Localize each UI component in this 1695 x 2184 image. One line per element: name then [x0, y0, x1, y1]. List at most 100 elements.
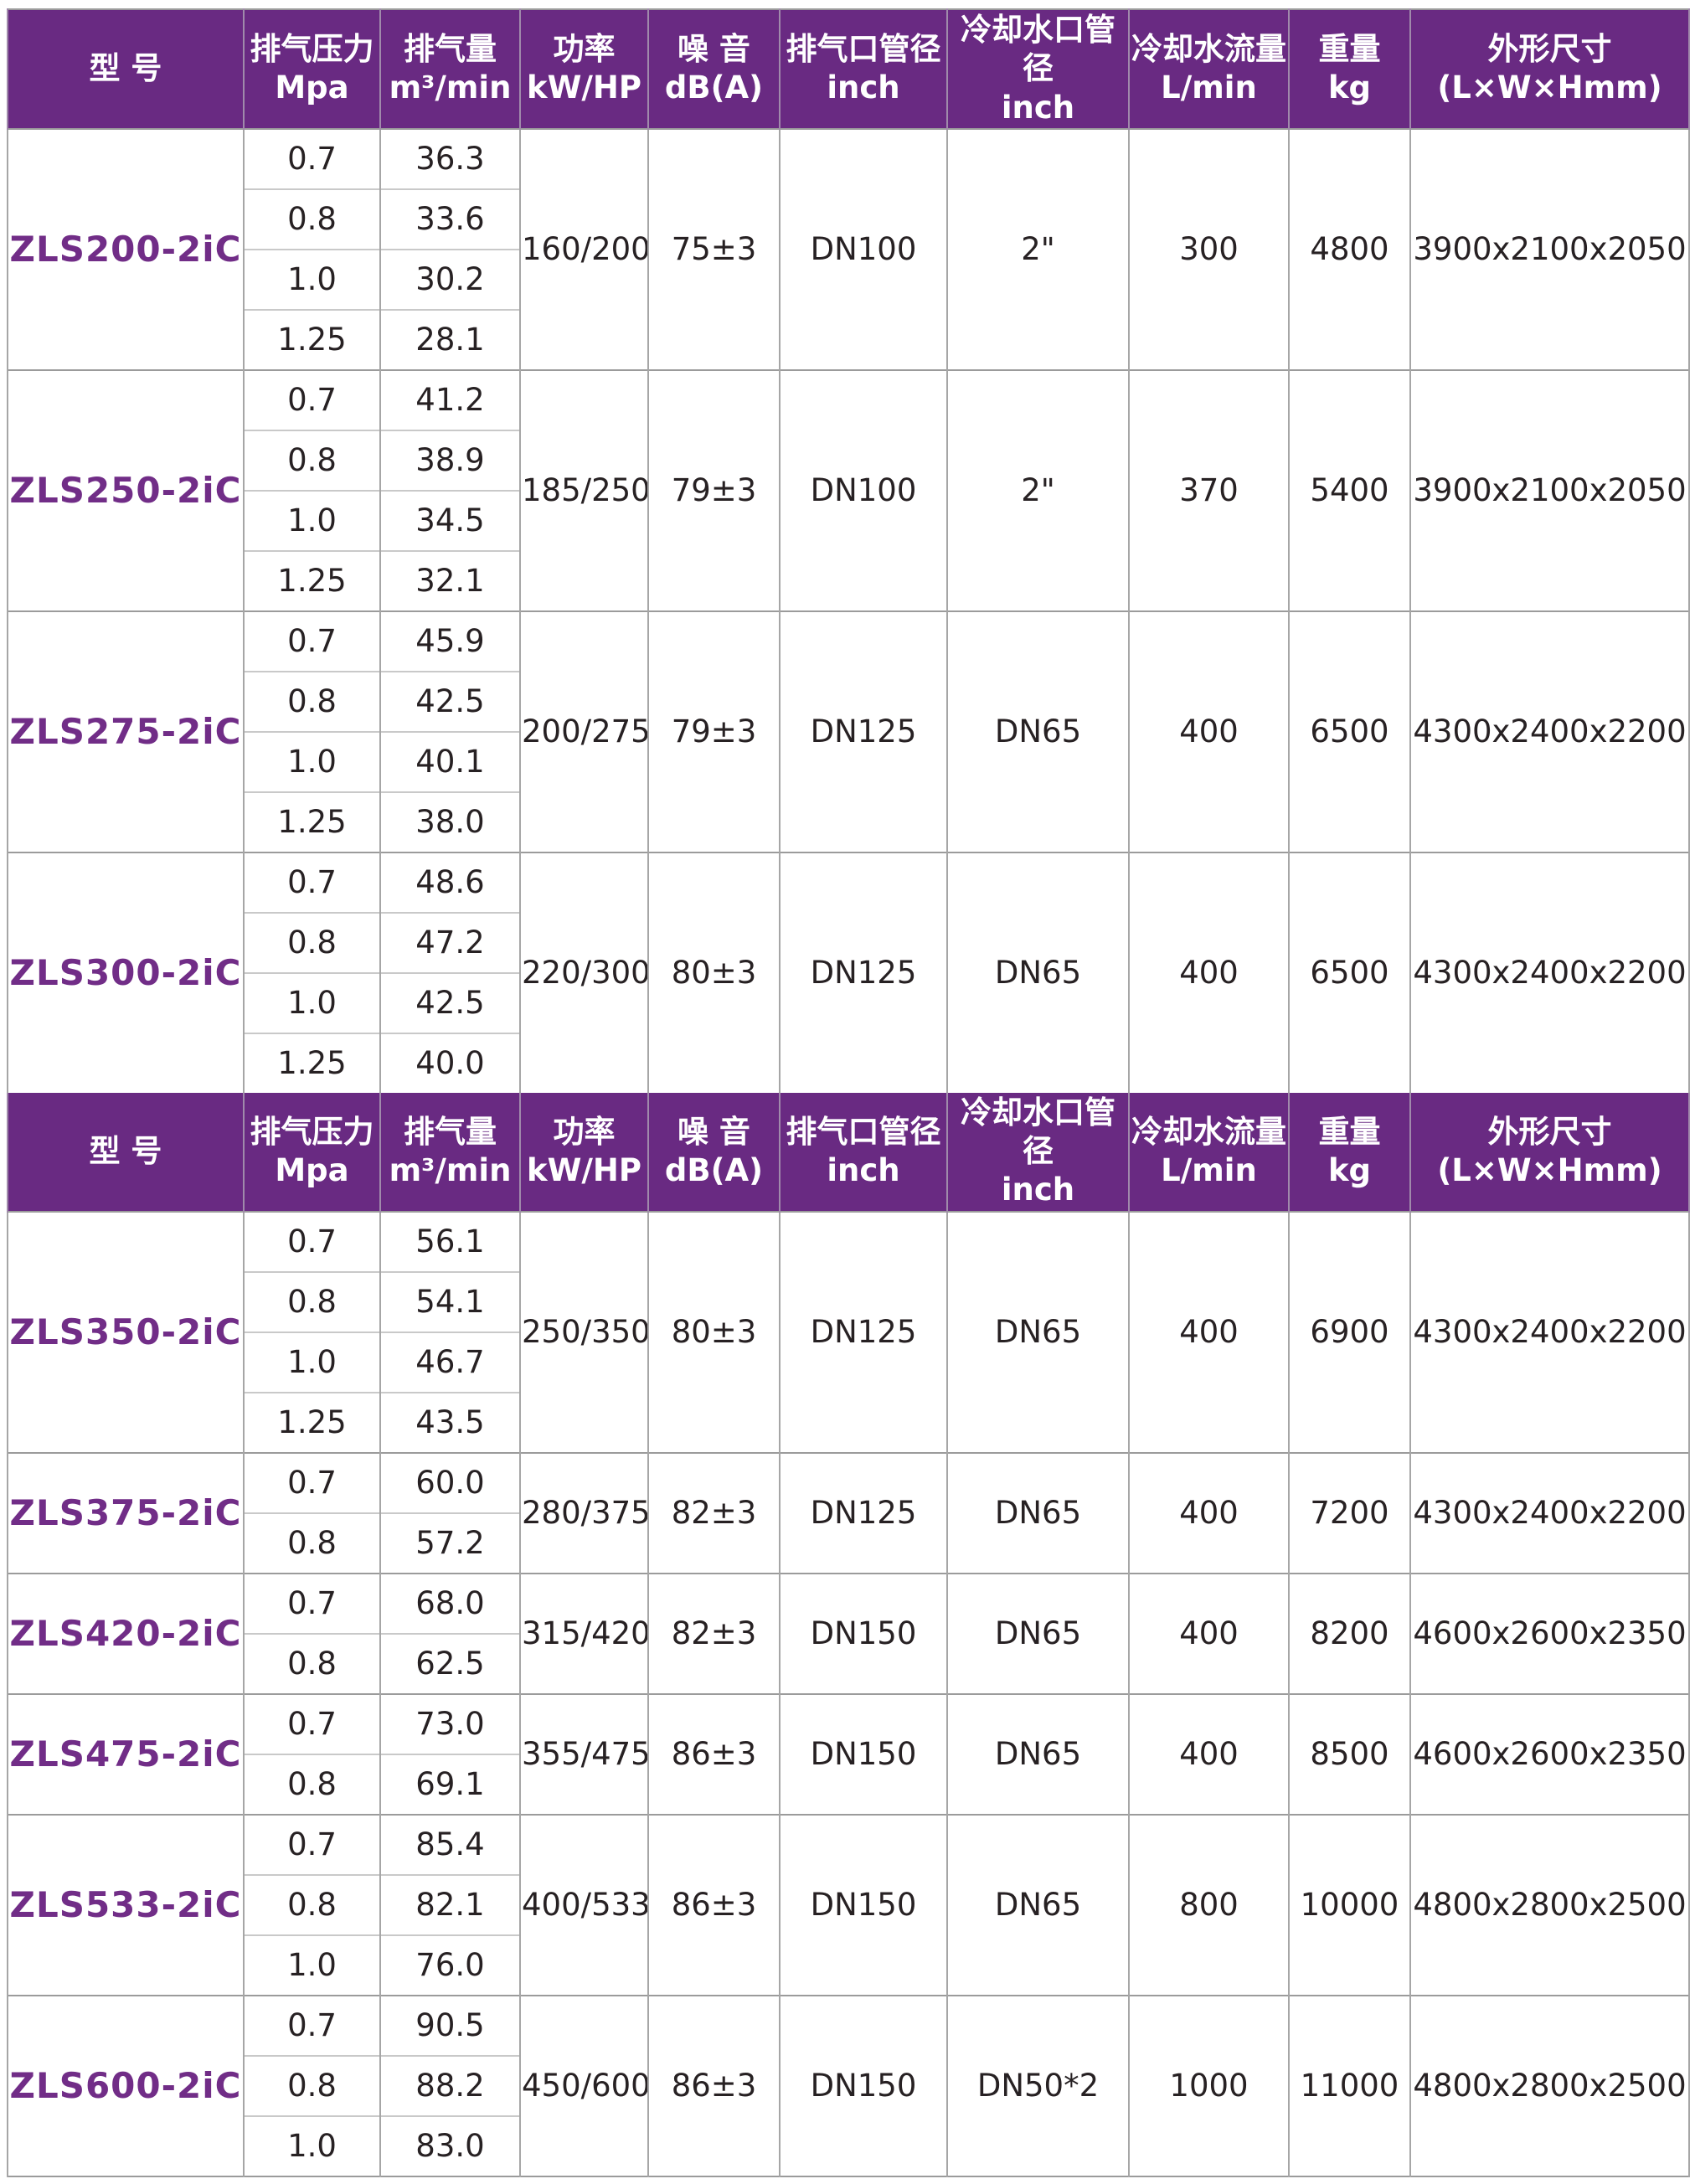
pressure-cell: 0.7 [243, 610, 381, 672]
column-header-weight-line2: kg [1327, 1152, 1372, 1189]
noise-cell: 82±3 [647, 1451, 781, 1574]
volume-cell: 40.0 [379, 1032, 521, 1093]
coolflow-cell: 370 [1128, 368, 1290, 611]
pressure-cell: 0.8 [243, 1512, 381, 1574]
weight-cell: 5400 [1288, 368, 1411, 611]
coolflow-cell: 400 [1128, 1210, 1290, 1453]
model-cell: ZLS200-2iC [7, 127, 245, 370]
outlet-cell: DN150 [779, 1994, 948, 2176]
coolflow-cell: 400 [1128, 1692, 1290, 1815]
coolport-cell: DN65 [946, 1451, 1130, 1574]
volume-cell: 30.2 [379, 248, 521, 310]
table-header-row: 型 号排气压力 Mpa 排气量 m³/min 功率 kW/HP 噪 音 dB(A) 排气口管径 i… [7, 1092, 1690, 1212]
column-header-dims-line1: 外形尺寸 [1487, 31, 1612, 68]
column-header-power: 功率 kW/HP [519, 9, 649, 129]
pressure-cell: 0.8 [243, 1632, 381, 1694]
pressure-cell: 1.25 [243, 1032, 381, 1093]
column-header-coolport-line1: 冷却水口管径 [961, 1094, 1115, 1169]
volume-cell: 32.1 [379, 549, 521, 611]
coolport-cell: DN50*2 [946, 1994, 1130, 2176]
volume-cell: 85.4 [379, 1813, 521, 1875]
column-header-coolflow-line1: 冷却水流量 [1131, 1113, 1286, 1150]
pressure-cell: 0.7 [243, 1813, 381, 1875]
pressure-cell: 0.8 [243, 1753, 381, 1815]
column-header-press-line1: 排气压力 [250, 31, 374, 68]
spec-row: ZLS475-2iC 0.7 73.0 355/475 86±3 DN150 DN65 400… [7, 1692, 1690, 1815]
outlet-cell: DN100 [779, 368, 948, 611]
outlet-cell: DN150 [779, 1692, 948, 1815]
column-header-weight-line2: kg [1327, 70, 1372, 106]
column-header-vol-line2: m³/min [389, 70, 512, 106]
column-header-model-line1: 型 号 [89, 50, 162, 87]
column-header-coolflow: 冷却水流量 L/min [1128, 9, 1290, 129]
coolport-cell: DN65 [946, 1813, 1130, 1996]
dims-cell: 4300x2400x2200 [1409, 851, 1690, 1093]
noise-cell: 79±3 [647, 368, 781, 611]
model-cell: ZLS600-2iC [7, 1994, 245, 2176]
column-header-press: 排气压力 Mpa [243, 1092, 381, 1212]
pressure-cell: 0.8 [243, 188, 381, 250]
noise-cell: 86±3 [647, 1692, 781, 1815]
volume-cell: 76.0 [379, 1934, 521, 1996]
pressure-cell: 1.25 [243, 308, 381, 370]
coolflow-cell: 300 [1128, 127, 1290, 370]
weight-cell: 6500 [1288, 851, 1411, 1093]
volume-cell: 28.1 [379, 308, 521, 370]
power-cell: 315/420 [519, 1572, 649, 1694]
column-header-power-line1: 功率 [553, 31, 616, 68]
power-cell: 220/300 [519, 851, 649, 1093]
column-header-coolport: 冷却水口管径 inch [946, 1092, 1130, 1212]
model-cell: ZLS250-2iC [7, 368, 245, 611]
volume-cell: 83.0 [379, 2114, 521, 2176]
power-cell: 355/475 [519, 1692, 649, 1815]
power-cell: 200/275 [519, 610, 649, 852]
column-header-power-line2: kW/HP [526, 1152, 641, 1189]
model-cell: ZLS350-2iC [7, 1210, 245, 1453]
volume-cell: 57.2 [379, 1512, 521, 1574]
outlet-cell: DN125 [779, 610, 948, 852]
volume-cell: 73.0 [379, 1692, 521, 1754]
volume-cell: 48.6 [379, 851, 521, 913]
spec-row: ZLS250-2iC 0.7 41.2 185/250 79±3 DN100 2" 370 54… [7, 368, 1690, 611]
pressure-cell: 1.25 [243, 1391, 381, 1453]
column-header-noise-line2: dB(A) [664, 1152, 764, 1189]
pressure-cell: 0.7 [243, 851, 381, 913]
coolflow-cell: 800 [1128, 1813, 1290, 1996]
volume-cell: 56.1 [379, 1210, 521, 1272]
pressure-cell: 0.8 [243, 911, 381, 973]
volume-cell: 38.0 [379, 791, 521, 852]
pressure-cell: 1.0 [243, 1934, 381, 1996]
spec-row: 0.8 69.1 [8, 1753, 1689, 1815]
outlet-cell: DN125 [779, 1210, 948, 1453]
weight-cell: 4800 [1288, 127, 1411, 370]
column-header-coolflow: 冷却水流量 L/min [1128, 1092, 1290, 1212]
column-header-coolport-line1: 冷却水口管径 [961, 12, 1115, 87]
column-header-noise-line1: 噪 音 [677, 31, 750, 68]
volume-cell: 40.1 [379, 730, 521, 792]
column-header-outlet: 排气口管径 inch [779, 1092, 948, 1212]
volume-cell: 38.9 [379, 429, 521, 491]
noise-cell: 86±3 [647, 1994, 781, 2176]
column-header-press-line2: Mpa [275, 70, 349, 106]
volume-cell: 45.9 [379, 610, 521, 672]
volume-cell: 68.0 [379, 1572, 521, 1634]
column-header-power-line2: kW/HP [526, 70, 641, 106]
pressure-cell: 1.0 [243, 730, 381, 792]
column-header-press-line2: Mpa [275, 1152, 349, 1189]
power-cell: 280/375 [519, 1451, 649, 1574]
weight-cell: 8500 [1288, 1692, 1411, 1815]
column-header-model: 型 号 [7, 9, 245, 129]
outlet-cell: DN125 [779, 851, 948, 1093]
column-header-noise-line1: 噪 音 [677, 1113, 750, 1150]
column-header-dims-line2: (L×W×Hmm) [1437, 1152, 1662, 1189]
column-header-weight: 重量 kg [1288, 9, 1411, 129]
spec-row: 0.8 47.2 [8, 911, 1689, 973]
coolflow-cell: 400 [1128, 1451, 1290, 1574]
coolport-cell: DN65 [946, 610, 1130, 852]
spec-row: ZLS350-2iC 0.7 56.1 250/350 80±3 DN125 DN65 400… [7, 1210, 1690, 1453]
pressure-cell: 0.7 [243, 1994, 381, 2056]
weight-cell: 6500 [1288, 610, 1411, 852]
pressure-cell: 1.25 [243, 549, 381, 611]
column-header-noise-line2: dB(A) [664, 70, 764, 106]
column-header-dims-line1: 外形尺寸 [1487, 1113, 1612, 1150]
